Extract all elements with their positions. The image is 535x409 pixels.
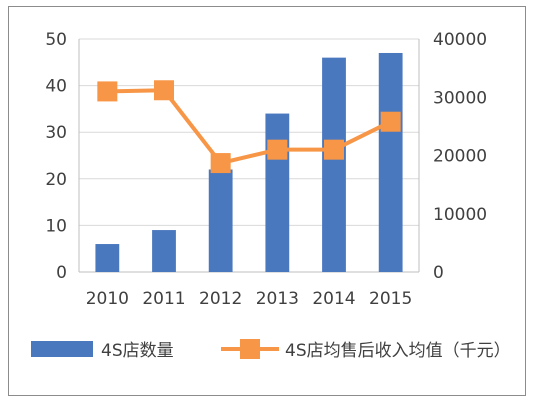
line-point: [380, 111, 401, 132]
x-tick-label: 2012: [199, 289, 242, 309]
chart-frame: 0 10 20 30 40 50 0 10000 20000 30000 40000 2010 2011…: [8, 6, 526, 396]
bar: [378, 52, 403, 273]
y-right-tick-label: 40000: [433, 30, 487, 50]
x-tick-label: 2013: [256, 289, 299, 309]
y-right-tick-label: 20000: [433, 147, 487, 167]
y-right-tick-label: 10000: [433, 205, 487, 225]
y-left-tick-label: 0: [56, 263, 67, 283]
y-left-tick-label: 10: [45, 216, 67, 236]
y-right-tick-label: 30000: [433, 88, 487, 108]
line-point: [154, 80, 174, 101]
y-right-tick-label: 0: [433, 263, 444, 283]
x-tick-label: 2014: [312, 289, 355, 309]
x-tick-label: 2015: [369, 289, 412, 309]
x-tick-label: 2011: [142, 289, 185, 309]
x-tick-label: 2010: [86, 289, 129, 309]
line-point: [324, 139, 344, 160]
bar: [152, 230, 176, 272]
legend-swatch-marker: [240, 339, 260, 359]
line-point: [210, 153, 231, 174]
line-series: [107, 88, 392, 166]
y-left-tick-label: 30: [45, 123, 67, 143]
combo-chart: 0 10 20 30 40 50 0 10000 20000 30000 40000 2010 2011…: [31, 30, 511, 361]
legend-label-bar: 4S店数量: [101, 341, 174, 361]
line-point: [97, 81, 118, 102]
bar: [265, 113, 290, 272]
legend-label-line: 4S店均售后收入均值（千元）: [285, 341, 511, 361]
y-left-tick-label: 20: [45, 170, 67, 190]
bar: [208, 169, 233, 272]
bar: [95, 244, 120, 272]
y-left-tick-label: 50: [45, 30, 67, 50]
y-left-tick-label: 40: [45, 77, 67, 97]
bar: [322, 57, 346, 272]
line-point: [267, 139, 288, 160]
legend-swatch-bar: [31, 341, 93, 357]
